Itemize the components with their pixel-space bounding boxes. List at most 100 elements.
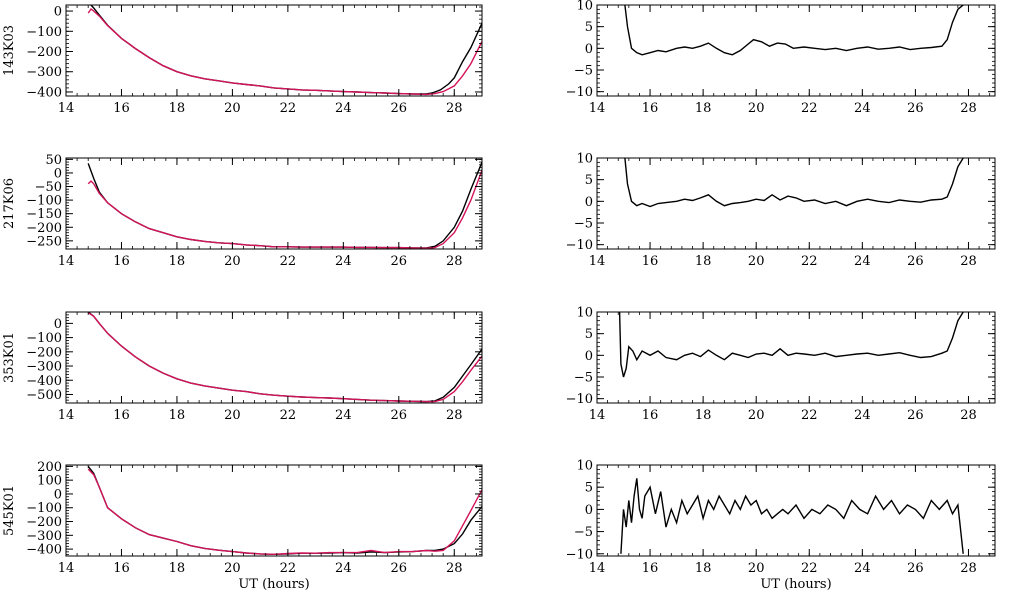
series-line-1 bbox=[87, 468, 482, 556]
x-tick-label: 16 bbox=[113, 561, 130, 576]
y-tick-label: −100 bbox=[26, 501, 62, 516]
y-tick-label: −200 bbox=[26, 221, 62, 236]
x-tick-label: 28 bbox=[446, 408, 463, 423]
x-tick-label: 22 bbox=[280, 561, 297, 576]
y-tick-label: 0 bbox=[54, 317, 62, 332]
x-tick-label: 26 bbox=[907, 561, 924, 576]
plot-frame bbox=[65, 311, 483, 404]
y-tick-label: 5 bbox=[585, 481, 593, 496]
x-tick-label: 14 bbox=[58, 408, 75, 423]
x-tick-label: 14 bbox=[589, 561, 606, 576]
x-tick-label: 24 bbox=[335, 408, 352, 423]
y-tick-label: −300 bbox=[26, 360, 62, 375]
x-tick-label: 24 bbox=[335, 254, 352, 269]
y-tick-label: −500 bbox=[26, 388, 62, 403]
x-tick-label: 26 bbox=[391, 561, 408, 576]
x-tick-label: 20 bbox=[748, 254, 765, 269]
series-line-1 bbox=[87, 312, 482, 403]
y-tick-label: −100 bbox=[26, 331, 62, 346]
y-axis-label: 353K01 bbox=[2, 332, 17, 383]
x-tick-label: 14 bbox=[589, 408, 606, 423]
y-tick-label: 10 bbox=[576, 459, 593, 474]
y-tick-label: −400 bbox=[26, 85, 62, 100]
y-tick-label: −100 bbox=[26, 25, 62, 40]
y-tick-label: 50 bbox=[45, 153, 62, 168]
plot-frame bbox=[65, 157, 483, 250]
series-line-0 bbox=[87, 465, 482, 556]
x-tick-label: 28 bbox=[960, 254, 977, 269]
y-tick-label: −5 bbox=[574, 371, 593, 386]
x-tick-label: 24 bbox=[854, 408, 871, 423]
y-tick-label: 10 bbox=[576, 306, 593, 321]
y-tick-label: 5 bbox=[585, 327, 593, 342]
x-tick-label: 16 bbox=[642, 101, 659, 116]
x-tick-label: 22 bbox=[801, 408, 818, 423]
x-tick-label: 22 bbox=[801, 101, 818, 116]
x-tick-label: 22 bbox=[801, 254, 818, 269]
y-tick-label: 10 bbox=[576, 0, 593, 14]
x-tick-label: 18 bbox=[169, 254, 186, 269]
plot-frame bbox=[596, 4, 996, 97]
x-tick-label: 26 bbox=[907, 254, 924, 269]
series-line-0 bbox=[87, 312, 482, 403]
x-tick-label: 26 bbox=[907, 408, 924, 423]
series-line-0 bbox=[624, 5, 964, 56]
y-tick-label: −5 bbox=[574, 217, 593, 232]
x-tick-label: 18 bbox=[169, 101, 186, 116]
panel-right-3: 14 16 18 20 22 24 26 28 10 5 0 −5 −10 UT (hours) bbox=[566, 459, 996, 592]
panel-left-1: 14 16 18 20 22 24 26 28 500−50−100−150−200−250 21… bbox=[2, 153, 483, 269]
y-tick-label: 5 bbox=[585, 173, 593, 188]
y-axis-label: 217K06 bbox=[2, 178, 17, 229]
y-tick-label: 0 bbox=[585, 503, 593, 518]
y-tick-label: −400 bbox=[26, 374, 62, 389]
plot-frame bbox=[65, 4, 483, 97]
y-tick-label: −10 bbox=[566, 238, 593, 253]
y-tick-label: −50 bbox=[35, 180, 62, 195]
x-tick-label: 26 bbox=[391, 408, 408, 423]
y-tick-label: 0 bbox=[585, 42, 593, 57]
y-tick-label: 0 bbox=[54, 166, 62, 181]
y-tick-label: −250 bbox=[26, 234, 62, 249]
x-tick-label: 20 bbox=[748, 101, 765, 116]
x-tick-label: 24 bbox=[335, 101, 352, 116]
y-tick-label: 0 bbox=[585, 349, 593, 364]
x-tick-label: 18 bbox=[695, 561, 712, 576]
x-tick-label: 28 bbox=[960, 561, 977, 576]
y-tick-label: −400 bbox=[26, 543, 62, 558]
x-tick-label: 20 bbox=[748, 408, 765, 423]
x-tick-label: 20 bbox=[224, 408, 241, 423]
y-tick-label: 0 bbox=[54, 5, 62, 20]
panel-right-0: 14 16 18 20 22 24 26 28 10 5 0 −5 −10 bbox=[566, 0, 996, 116]
y-tick-label: −300 bbox=[26, 65, 62, 80]
x-tick-label: 26 bbox=[391, 101, 408, 116]
panel-left-0: 14 16 18 20 22 24 26 28 0 −100 −200 −300 −400 143K03 bbox=[2, 4, 483, 116]
y-tick-label: 10 bbox=[576, 152, 593, 167]
y-tick-label: −5 bbox=[574, 64, 593, 79]
y-tick-label: −200 bbox=[26, 515, 62, 530]
x-tick-label: 16 bbox=[113, 408, 130, 423]
x-tick-label: 20 bbox=[224, 561, 241, 576]
y-tick-label: 0 bbox=[54, 487, 62, 502]
x-tick-label: 18 bbox=[695, 408, 712, 423]
x-tick-label: 18 bbox=[169, 561, 186, 576]
plot-frame bbox=[596, 311, 996, 404]
y-tick-label: −10 bbox=[566, 547, 593, 562]
y-tick-label: −10 bbox=[566, 392, 593, 407]
series-line-0 bbox=[87, 161, 482, 249]
x-tick-label: 18 bbox=[695, 254, 712, 269]
y-tick-label: 100 bbox=[37, 474, 62, 489]
x-tick-label: 16 bbox=[113, 254, 130, 269]
x-tick-label: 14 bbox=[58, 254, 75, 269]
x-tick-label: 24 bbox=[854, 101, 871, 116]
panel-right-1: 14 16 18 20 22 24 26 28 10 5 0 −5 −10 bbox=[566, 152, 996, 269]
x-tick-label: 26 bbox=[391, 254, 408, 269]
y-tick-label: 200 bbox=[37, 460, 62, 475]
x-tick-label: 22 bbox=[280, 101, 297, 116]
x-tick-label: 22 bbox=[801, 561, 818, 576]
x-tick-label: 22 bbox=[280, 254, 297, 269]
x-axis-label: UT (hours) bbox=[760, 577, 831, 592]
x-tick-label: 28 bbox=[446, 254, 463, 269]
y-axis-label: 143K03 bbox=[2, 25, 17, 76]
